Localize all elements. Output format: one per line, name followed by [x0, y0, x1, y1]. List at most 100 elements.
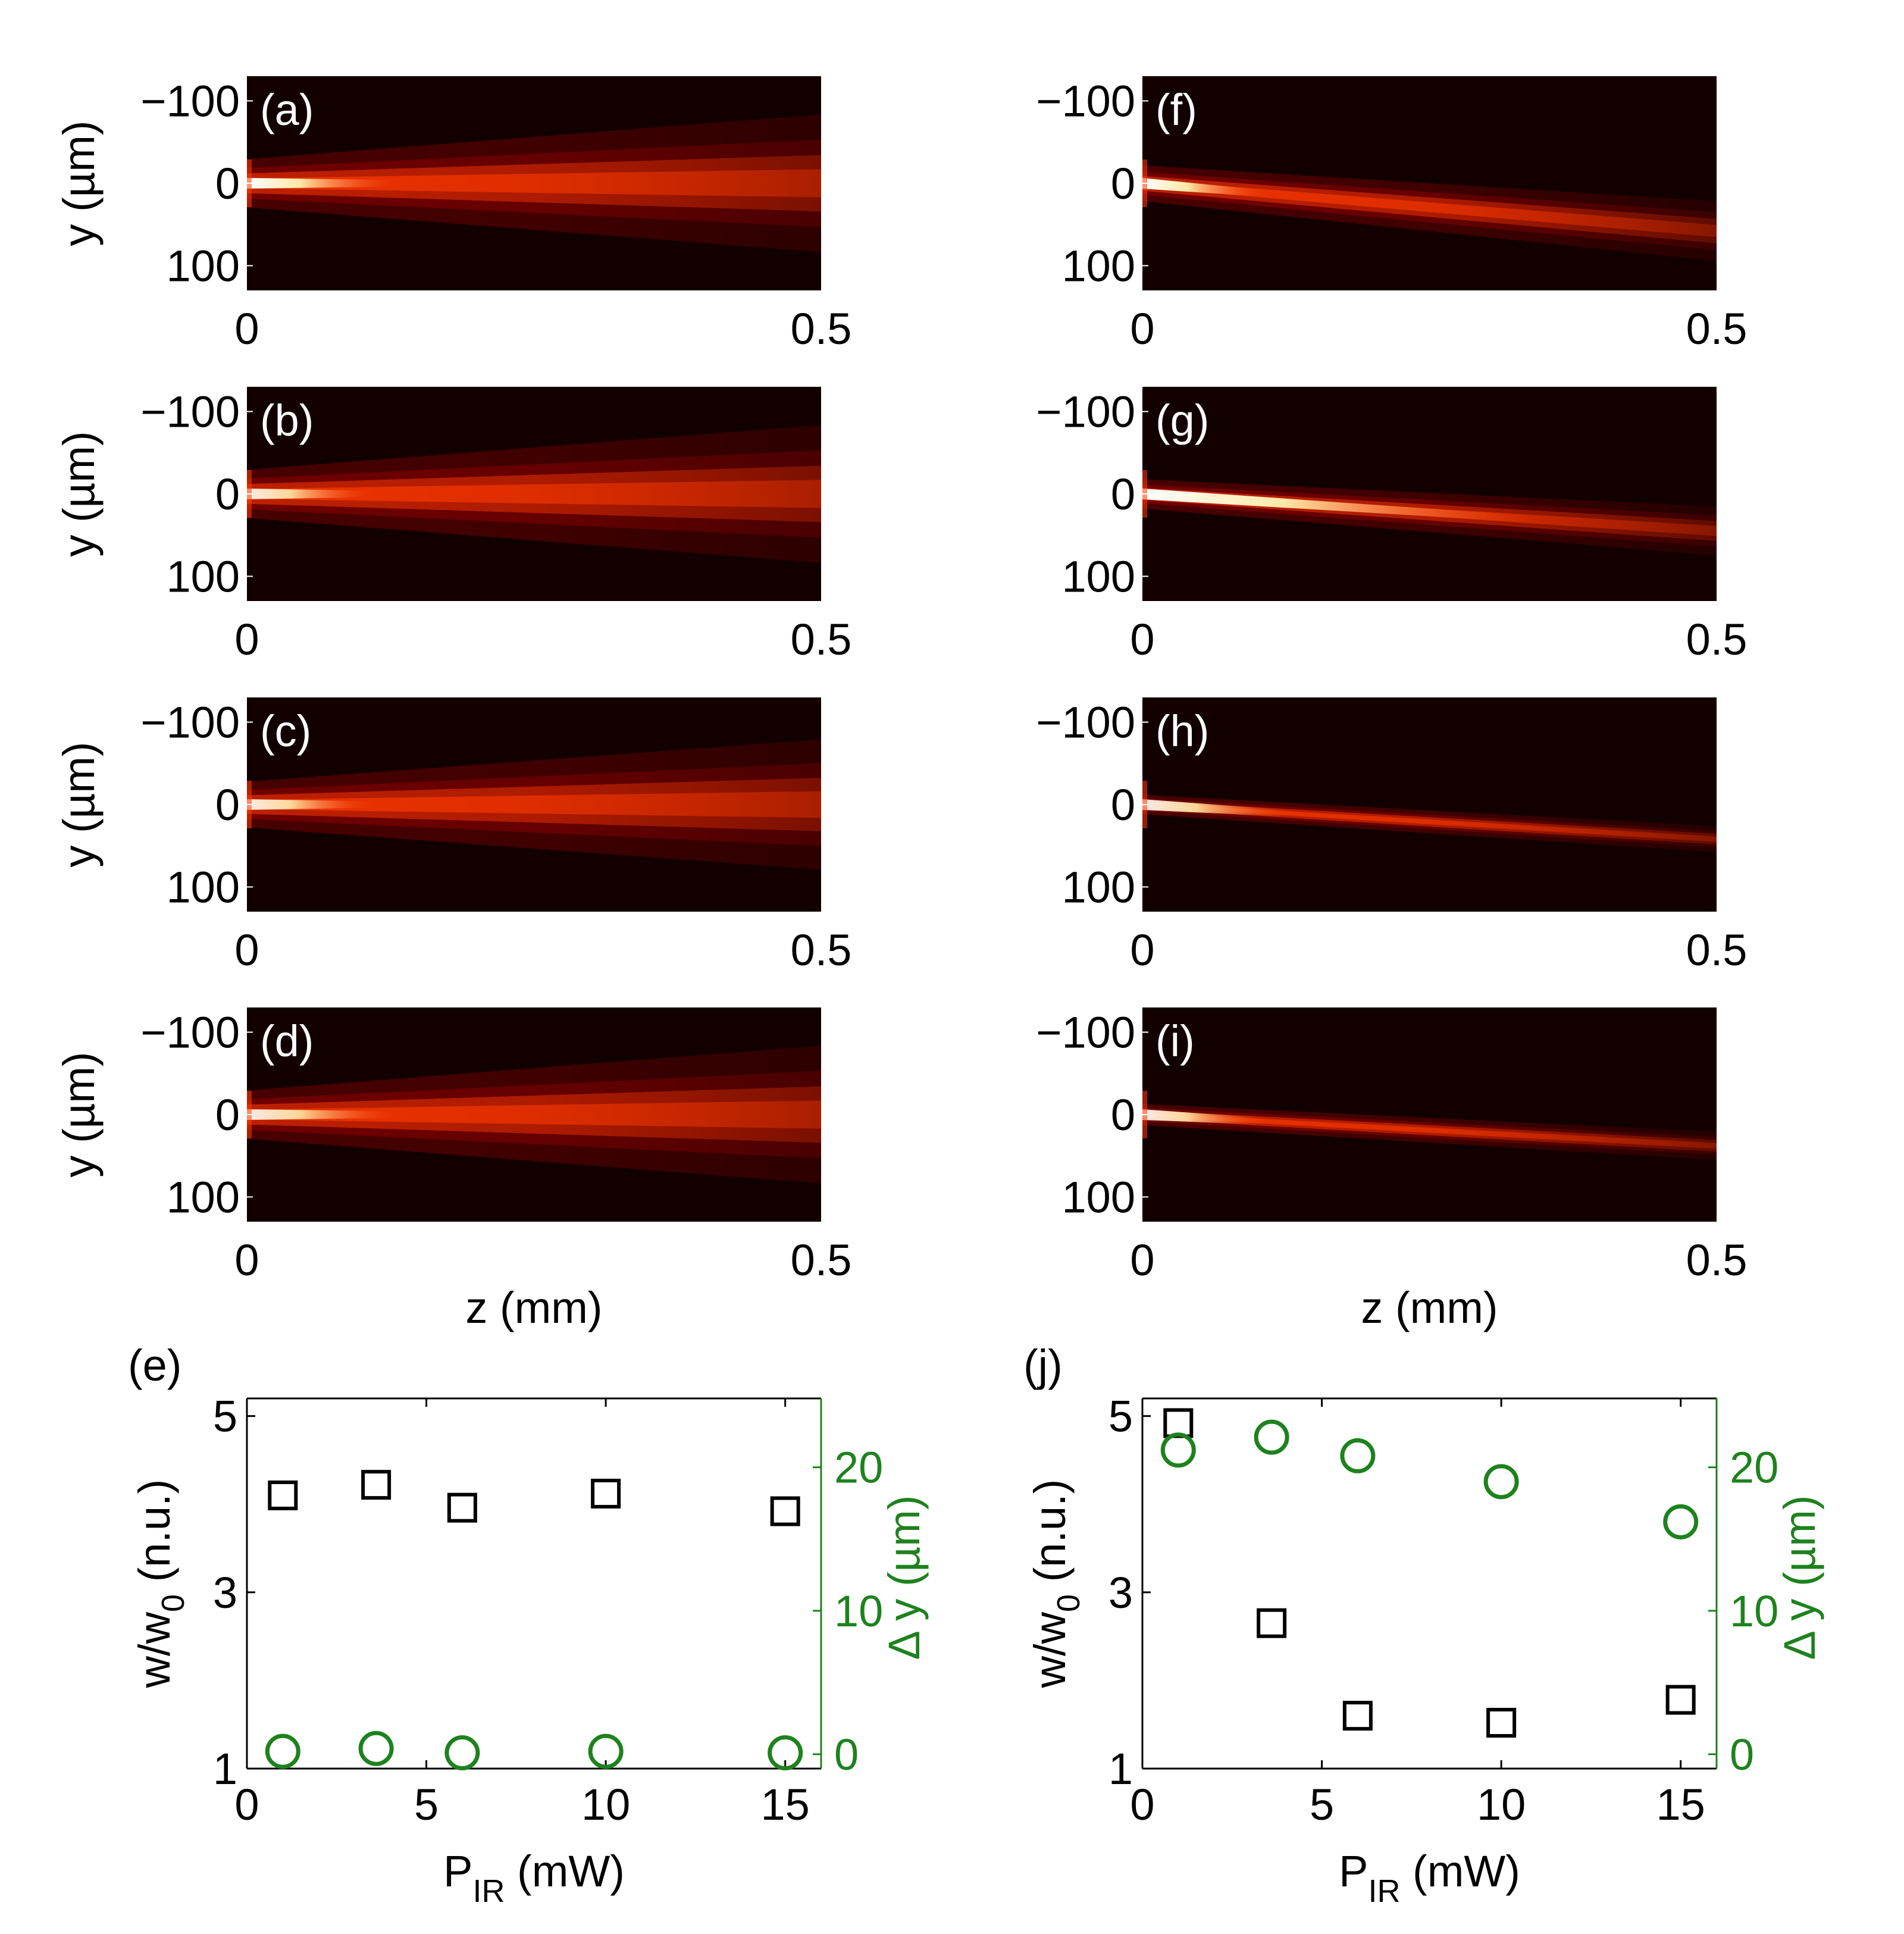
panel-label: (h) [1155, 706, 1209, 756]
shift-marker [1160, 1432, 1196, 1468]
x-axis-label: PIR (mW) [443, 1847, 625, 1909]
y-tick-label: −100 [1036, 1008, 1135, 1057]
y-tick-label: 100 [1062, 552, 1135, 601]
y2-tick-label: 10 [834, 1586, 883, 1636]
beam-core [1142, 178, 1269, 198]
y-tick-label: 0 [1111, 470, 1135, 519]
x-tick-label: 0 [1130, 1235, 1154, 1285]
x-tick-label: 10 [581, 1780, 630, 1829]
y-tick-label: −100 [140, 77, 240, 126]
x-tick-label: 0 [1130, 615, 1154, 664]
y-tick-label: 0 [215, 780, 240, 830]
heatmap-panel-f: (f) −100 0 100 0 0.5 [1036, 76, 1747, 353]
x-tick-label: 0.5 [1686, 304, 1748, 353]
y-tick-label: 5 [1108, 1392, 1133, 1441]
shift-marker [1254, 1419, 1289, 1455]
beam-layer [247, 480, 821, 508]
y-tick-label: 0 [215, 159, 240, 208]
width-marker [268, 1480, 298, 1510]
heatmap-panel-c: (c) −100 0 100 0 0.5 y (µm) [54, 697, 851, 975]
y-tick-label: −100 [140, 1008, 240, 1057]
beam-core [247, 489, 374, 499]
y2-tick-label: 20 [834, 1443, 883, 1492]
heatmap-panel-g: (g) −100 0 100 0 0.5 [1036, 387, 1747, 664]
y2-tick-label: 10 [1730, 1586, 1778, 1636]
width-marker [447, 1492, 477, 1523]
x-tick-label: 5 [414, 1780, 439, 1829]
shift-marker [588, 1733, 624, 1769]
x-tick-label: 0 [234, 615, 259, 664]
beam-core [247, 799, 374, 810]
x-tick-label: 0 [234, 1235, 259, 1285]
x-tick-label: 5 [1310, 1780, 1334, 1829]
x-axis-label: z (mm) [465, 1283, 602, 1332]
y2-tick-label: 0 [834, 1730, 859, 1779]
y-tick-label: −100 [1036, 387, 1135, 437]
x-axis-label: PIR (mW) [1339, 1847, 1520, 1909]
y-axis-label: w/w0 (n.u.) [1025, 1479, 1086, 1689]
y-axis-label: y (µm) [54, 431, 104, 556]
y-tick-label: −100 [140, 387, 240, 437]
beam-layer [247, 1100, 821, 1129]
y-tick-label: 1 [1108, 1744, 1133, 1794]
beam-core [1142, 799, 1294, 817]
panel-label: (f) [1155, 85, 1197, 134]
y-tick-label: 0 [215, 470, 240, 519]
shift-marker [768, 1735, 803, 1770]
scatter-panel-e: (e) 0 5 10 15 1 3 5 0 10 20 PIR (mW) w/w0 (n.u.) Δ y … [128, 1341, 929, 1909]
x-tick-label: 0 [234, 1780, 259, 1829]
panel-label: (i) [1155, 1016, 1195, 1066]
scatter-panel-j: (j) 0 5 10 15 1 3 5 0 10 20 PIR (mW) w/w0 (n.u.) Δ y … [1023, 1341, 1824, 1909]
x-tick-label: 15 [1656, 1780, 1705, 1829]
x-tick-label: 0.5 [791, 925, 852, 975]
y-axis-label: w/w0 (n.u.) [130, 1479, 191, 1689]
y-tick-label: 100 [1062, 241, 1135, 290]
y-tick-label: 100 [167, 862, 240, 912]
y-tick-label: 100 [167, 552, 240, 601]
width-marker [1163, 1408, 1194, 1438]
x-tick-label: 0.5 [1686, 1235, 1748, 1285]
beam-core [1142, 489, 1547, 524]
width-marker [361, 1470, 392, 1500]
x-tick-label: 0.5 [1686, 925, 1748, 975]
y2-axis-label: Δ y (µm) [879, 1495, 929, 1660]
y-tick-label: 100 [167, 1172, 240, 1222]
beam-layer [1142, 1112, 1717, 1149]
x-tick-label: 0 [1130, 925, 1154, 975]
width-marker [591, 1478, 621, 1509]
x-tick-label: 0 [1130, 1780, 1154, 1829]
panel-label: (c) [260, 706, 311, 756]
y2-tick-label: 0 [1730, 1730, 1754, 1779]
width-marker [1257, 1608, 1287, 1638]
beam-layer [247, 791, 821, 818]
y-axis-label: y (µm) [54, 120, 104, 246]
y2-axis-label: Δ y (µm) [1775, 1495, 1824, 1660]
shift-marker [265, 1733, 300, 1769]
beam-core [1142, 1109, 1269, 1125]
x-axis-label: z (mm) [1361, 1283, 1498, 1332]
y-axis-label: y (µm) [54, 741, 104, 867]
x-tick-label: 10 [1477, 1780, 1526, 1829]
heatmap-panel-i: (i) −100 0 100 0 0.5 z (mm) [1036, 1007, 1747, 1332]
shift-marker [1483, 1464, 1519, 1500]
x-tick-label: 0 [234, 304, 259, 353]
heatmap-panel-a: (a) −100 0 100 0 0.5 y (µm) [54, 76, 851, 353]
width-marker [1665, 1685, 1696, 1715]
y-tick-label: 0 [1111, 1090, 1135, 1140]
x-tick-label: 0.5 [791, 615, 852, 664]
shift-marker [358, 1730, 394, 1766]
beam-layer [1142, 179, 1717, 237]
width-marker [770, 1496, 800, 1526]
shift-marker [444, 1735, 480, 1770]
y-tick-label: 100 [1062, 862, 1135, 912]
x-tick-label: 0 [234, 925, 259, 975]
x-tick-label: 0.5 [791, 1235, 852, 1285]
panel-label: (j) [1023, 1341, 1063, 1390]
y2-tick-label: 20 [1730, 1443, 1778, 1492]
y-tick-label: 100 [167, 241, 240, 290]
beam-layer [247, 169, 821, 198]
width-marker [1486, 1707, 1517, 1738]
y-tick-label: 3 [213, 1568, 237, 1617]
width-marker [1342, 1701, 1373, 1731]
